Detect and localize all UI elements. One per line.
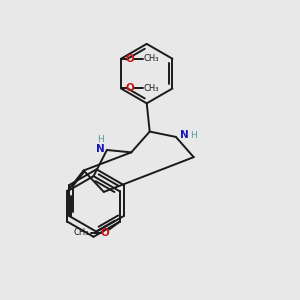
Text: CH₃: CH₃ — [144, 54, 159, 63]
Text: H: H — [190, 131, 197, 140]
Text: O: O — [125, 83, 134, 94]
Text: CH₃: CH₃ — [144, 84, 159, 93]
Text: O: O — [100, 228, 109, 238]
Text: O: O — [125, 54, 134, 64]
Text: CH₃: CH₃ — [74, 228, 89, 237]
Text: N: N — [180, 130, 189, 140]
Text: N: N — [96, 143, 105, 154]
Text: H: H — [97, 135, 104, 144]
